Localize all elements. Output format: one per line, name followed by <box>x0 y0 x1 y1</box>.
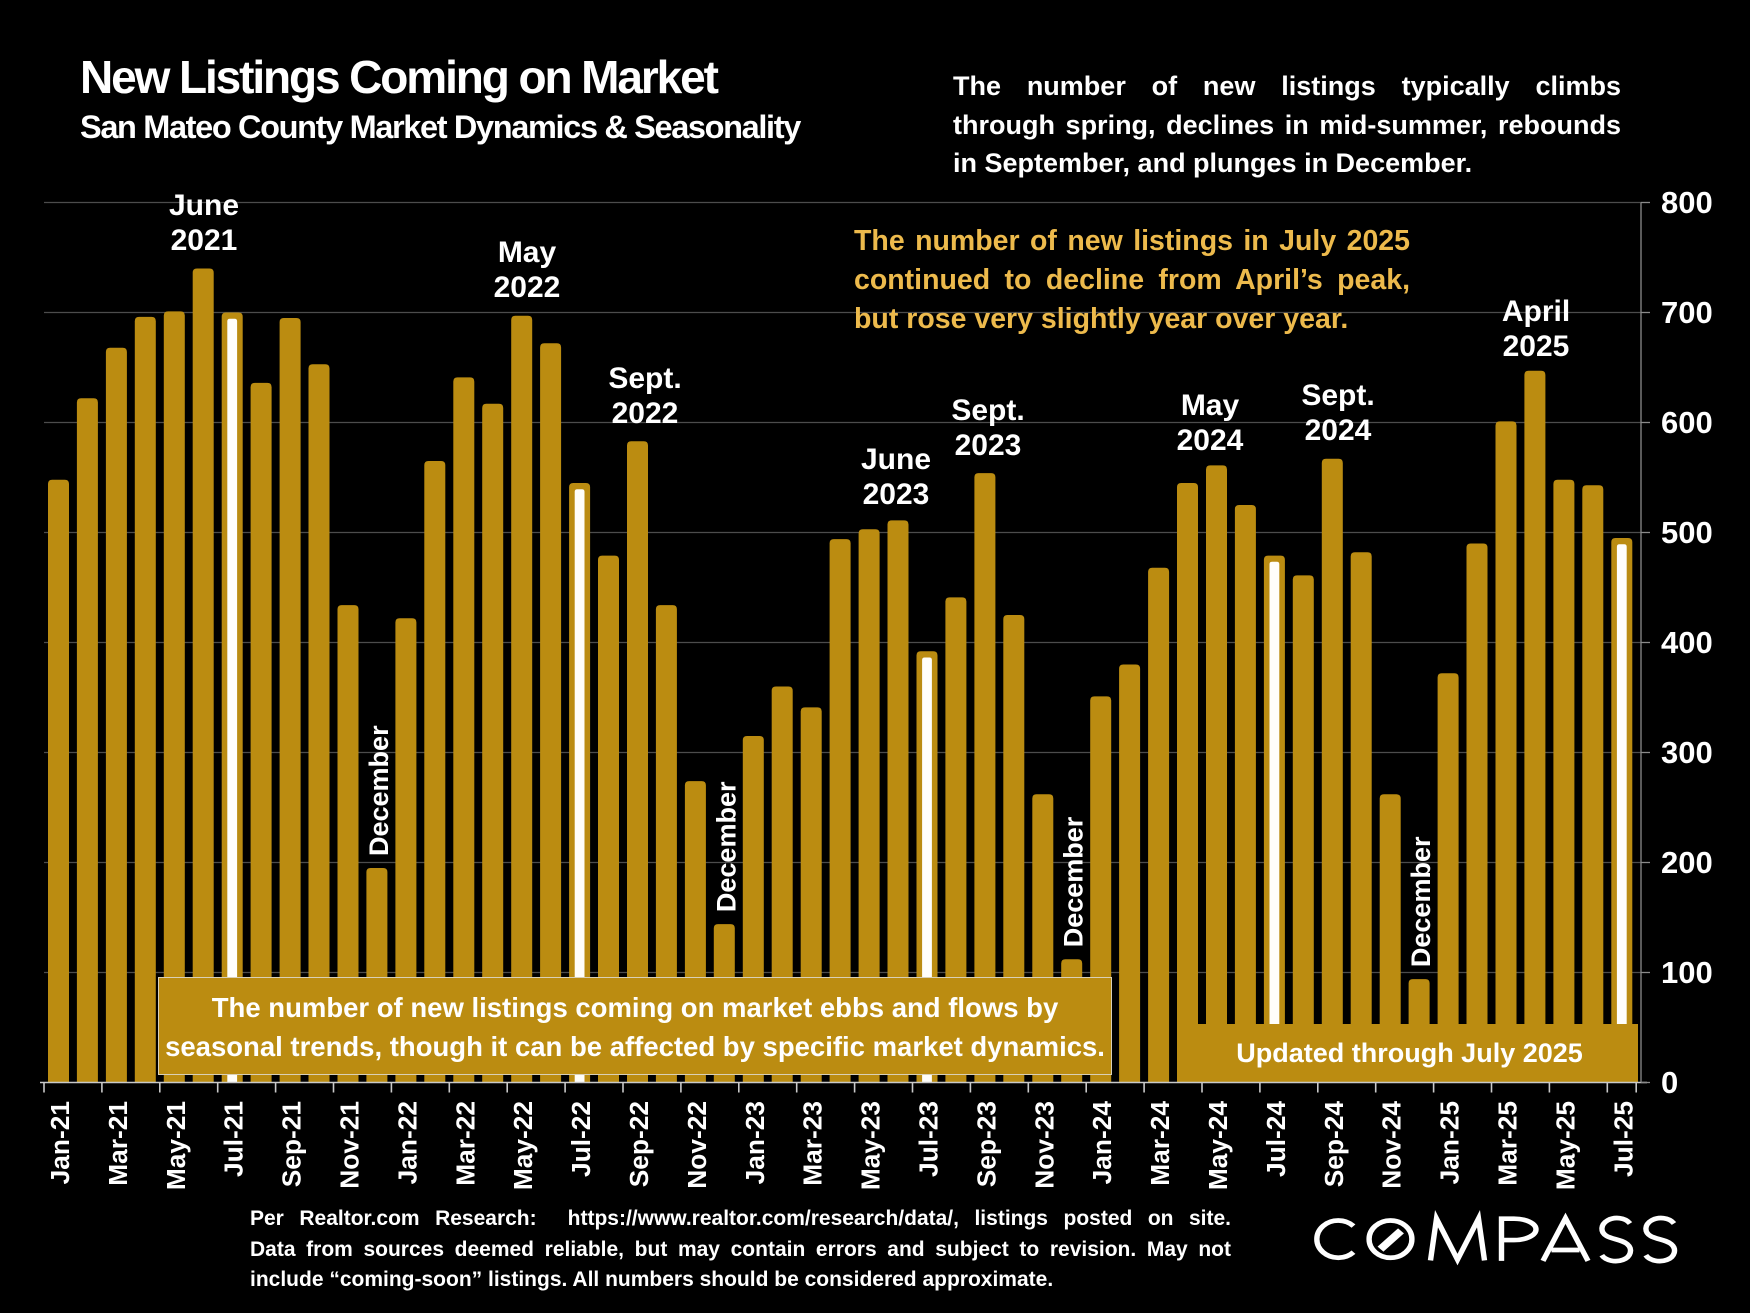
svg-text:May-25: May-25 <box>1550 1101 1580 1190</box>
svg-text:600: 600 <box>1661 405 1713 440</box>
svg-text:Jan-22: Jan-22 <box>392 1101 422 1184</box>
svg-text:500: 500 <box>1661 515 1713 550</box>
svg-text:Jan-23: Jan-23 <box>740 1101 770 1184</box>
svg-text:December: December <box>711 781 741 912</box>
svg-text:Sep-21: Sep-21 <box>277 1101 307 1187</box>
svg-text:0: 0 <box>1661 1065 1678 1100</box>
svg-text:400: 400 <box>1661 625 1713 660</box>
svg-text:Jan-21: Jan-21 <box>45 1101 75 1184</box>
svg-text:Jul-24: Jul-24 <box>1261 1101 1291 1177</box>
svg-text:May-22: May-22 <box>508 1101 538 1190</box>
svg-text:Nov-23: Nov-23 <box>1029 1101 1059 1189</box>
svg-text:May-24: May-24 <box>1203 1101 1233 1191</box>
svg-text:Jan-25: Jan-25 <box>1435 1101 1465 1184</box>
svg-text:December: December <box>364 725 394 856</box>
svg-text:Sep-22: Sep-22 <box>624 1101 654 1187</box>
svg-text:200: 200 <box>1661 845 1713 880</box>
svg-text:May-21: May-21 <box>161 1101 191 1190</box>
svg-text:Sep-23: Sep-23 <box>971 1101 1001 1187</box>
svg-text:Jul-25: Jul-25 <box>1608 1101 1638 1177</box>
svg-text:May-23: May-23 <box>856 1101 886 1190</box>
svg-text:100: 100 <box>1661 955 1713 990</box>
svg-text:800: 800 <box>1661 185 1713 220</box>
svg-text:Mar-25: Mar-25 <box>1493 1101 1523 1186</box>
svg-text:Jul-23: Jul-23 <box>914 1101 944 1177</box>
svg-text:Jul-22: Jul-22 <box>566 1101 596 1177</box>
svg-text:Jan-24: Jan-24 <box>1087 1101 1117 1185</box>
svg-text:300: 300 <box>1661 735 1713 770</box>
svg-text:Mar-23: Mar-23 <box>798 1101 828 1186</box>
svg-text:Mar-24: Mar-24 <box>1145 1101 1175 1186</box>
svg-text:Nov-22: Nov-22 <box>682 1101 712 1189</box>
svg-text:Jul-21: Jul-21 <box>219 1101 249 1177</box>
svg-text:Mar-22: Mar-22 <box>450 1101 480 1186</box>
svg-text:Mar-21: Mar-21 <box>103 1101 133 1186</box>
svg-text:Nov-21: Nov-21 <box>335 1101 365 1189</box>
svg-text:700: 700 <box>1661 295 1713 330</box>
svg-text:December: December <box>1059 816 1089 947</box>
svg-text:December: December <box>1406 836 1436 967</box>
svg-text:Nov-24: Nov-24 <box>1377 1101 1407 1189</box>
svg-text:Sep-24: Sep-24 <box>1319 1101 1349 1188</box>
